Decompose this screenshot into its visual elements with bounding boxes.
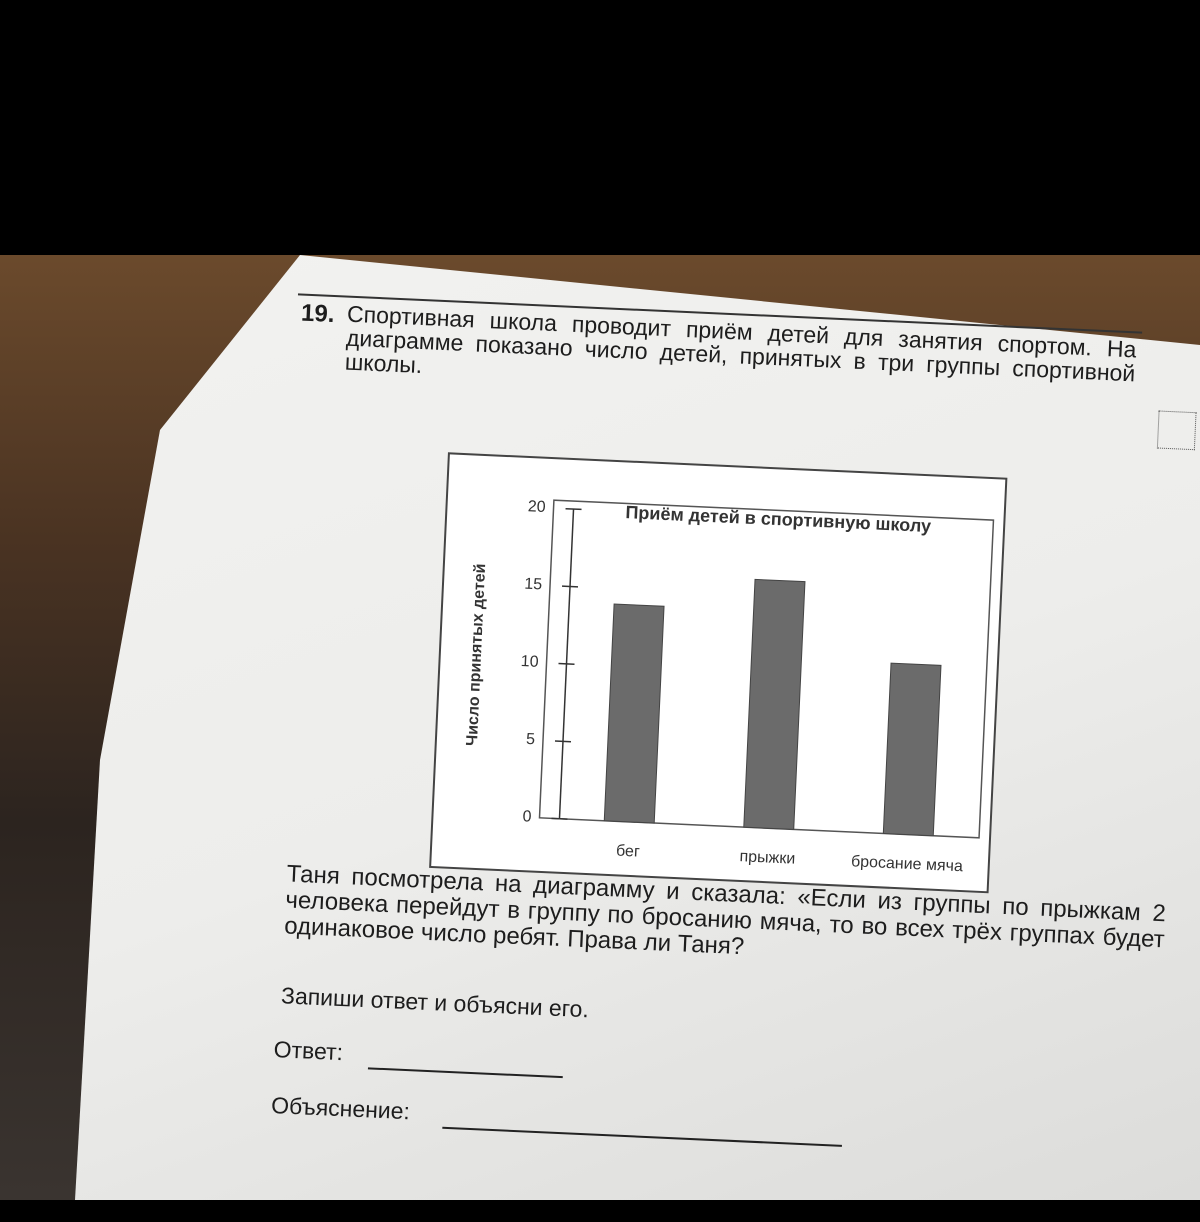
y-tick-label: 20 <box>527 498 546 516</box>
answer-label: Ответ: <box>273 1036 344 1066</box>
x-tick-label: бег <box>616 843 641 861</box>
explanation-line <box>442 1126 842 1147</box>
bar <box>743 578 806 830</box>
y-tick-label: 0 <box>522 808 532 825</box>
y-tick-label: 15 <box>524 576 543 594</box>
y-tick <box>565 507 582 511</box>
y-tick <box>558 662 575 666</box>
y-tick <box>554 740 572 743</box>
answer-box <box>1156 410 1197 451</box>
y-tick-label: 10 <box>520 653 539 671</box>
problem-number: 19. <box>300 299 336 329</box>
y-tick-label: 5 <box>526 731 536 748</box>
y-tick <box>551 817 568 820</box>
bar <box>882 662 942 837</box>
bar <box>603 603 665 824</box>
intro: Спортивная школа проводит приём детей дл… <box>344 300 1137 387</box>
x-tick-label: бросание мяча <box>851 853 964 875</box>
answer-line <box>367 1067 563 1079</box>
y-tick <box>561 585 579 588</box>
chart: Приём детей в спортивную школу Число при… <box>429 452 1008 894</box>
explanation-label: Объяснение: <box>270 1091 411 1125</box>
chart-frame <box>429 452 1008 894</box>
x-tick-label: прыжки <box>739 848 795 868</box>
instruction: Запиши ответ и объясни его. <box>280 982 590 1023</box>
